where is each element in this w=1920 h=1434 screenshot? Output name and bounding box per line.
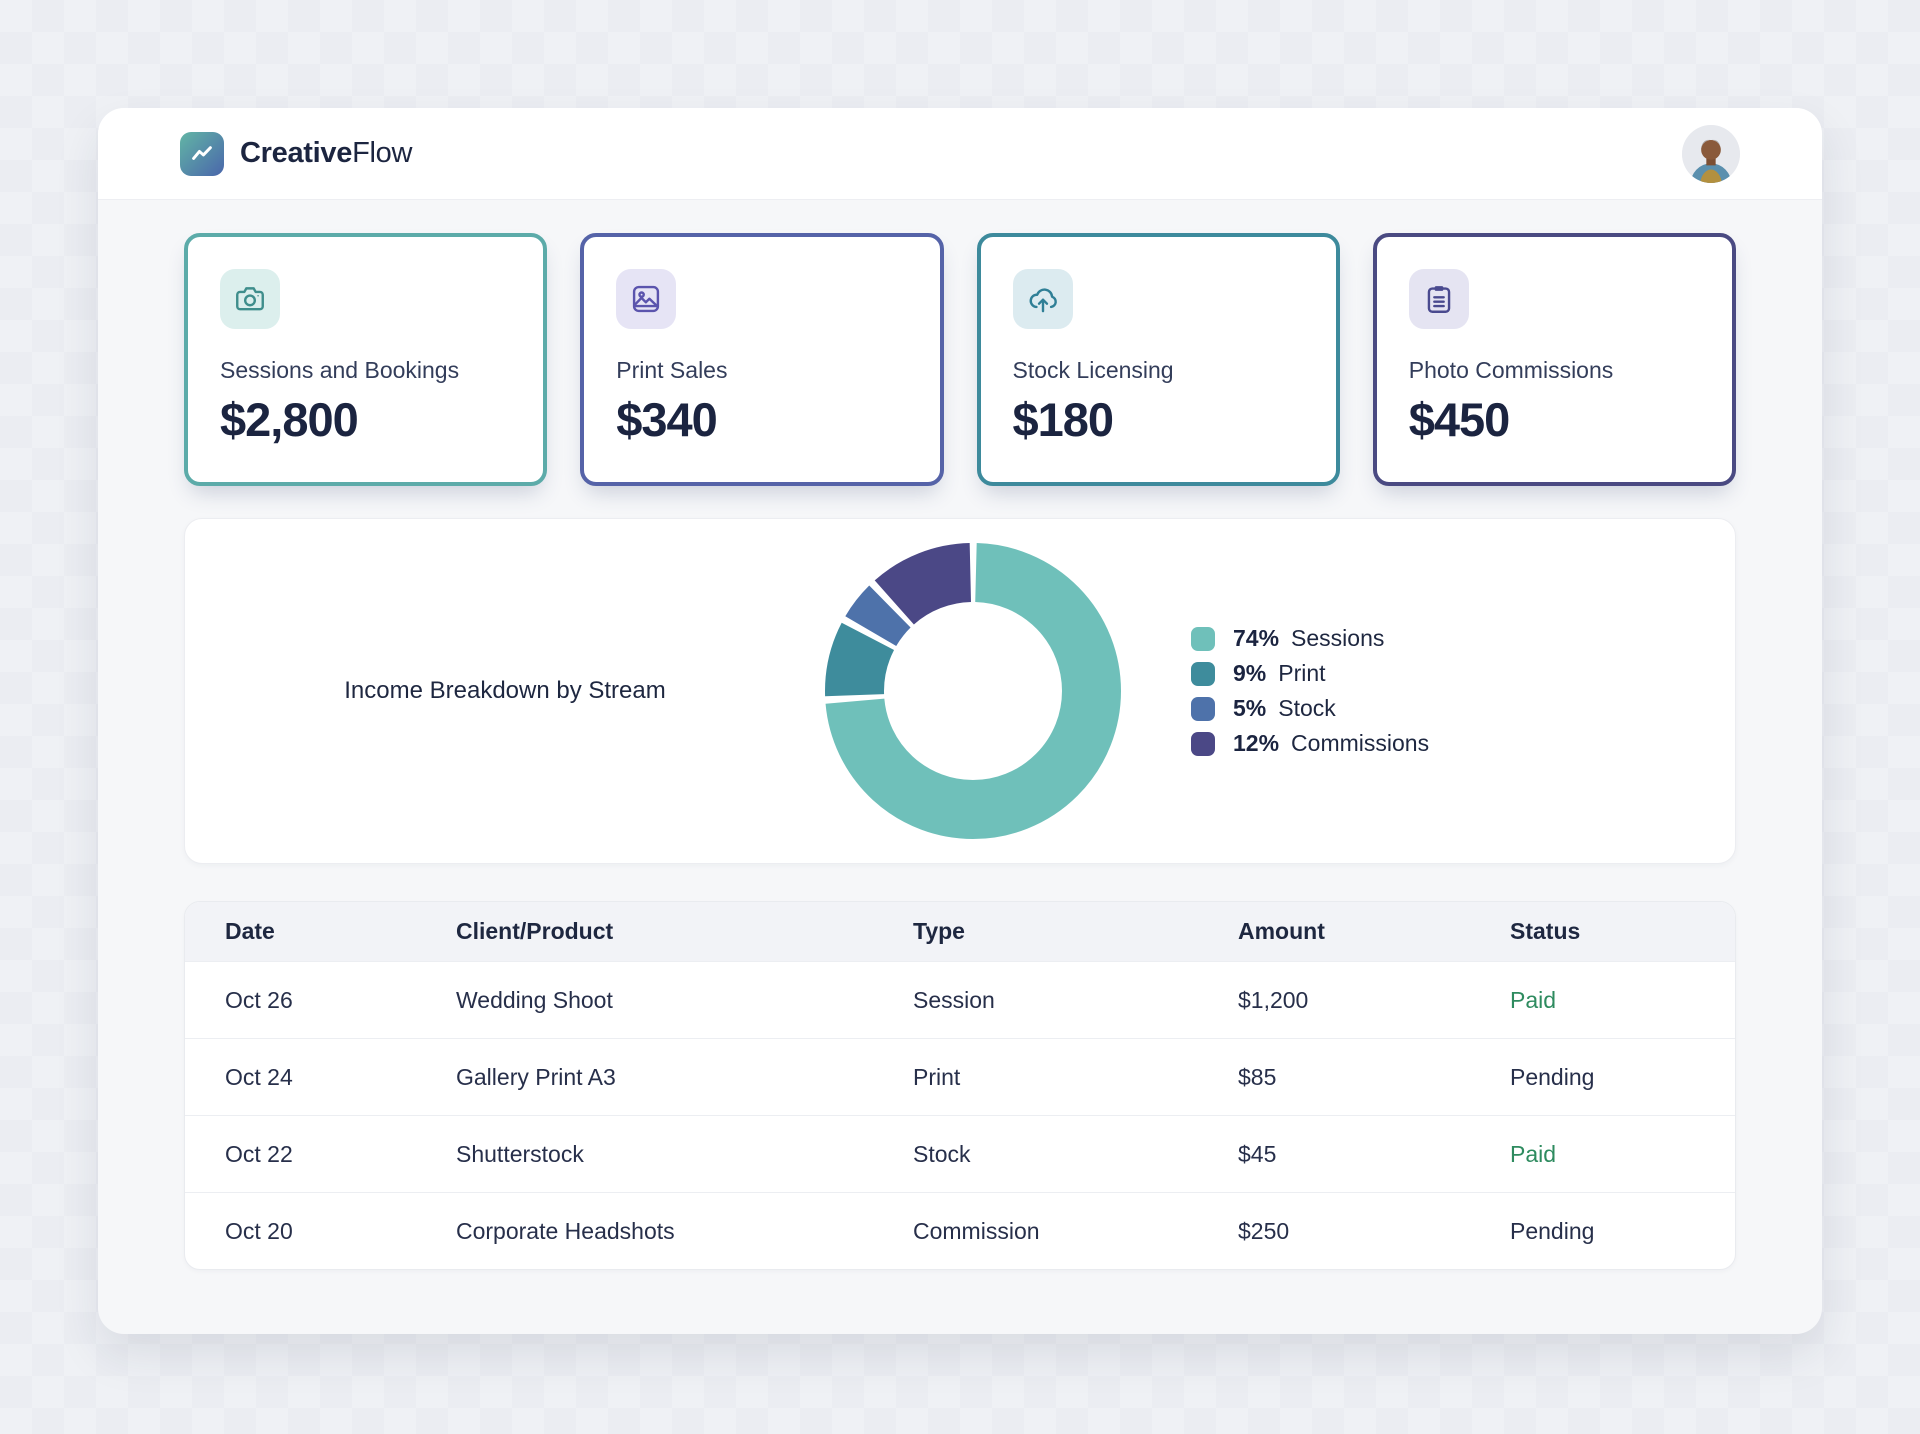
header-cell-date: Date	[225, 918, 275, 944]
income-breakdown-panel: Income Breakdown by Stream 74% Sessions …	[184, 518, 1736, 864]
stat-card-value: $450	[1408, 393, 1511, 446]
status-text: Pending	[1510, 1063, 1595, 1090]
cell-amount: $1,200	[1238, 986, 1309, 1013]
stat-card-photo-commissions: Photo Commissions $450	[1372, 233, 1736, 486]
cell-type: Stock	[913, 1140, 971, 1167]
table-row: Oct 22 Shutterstock Stock $45 Paid	[185, 1115, 1735, 1192]
brand-name: CreativeFlow	[240, 137, 412, 170]
camera-icon	[220, 269, 280, 329]
legend-label: Commissions	[1291, 730, 1430, 756]
legend-item-commissions: 12% Commissions	[1191, 730, 1429, 757]
status-text: Pending	[1510, 1217, 1595, 1244]
table-row: Oct 24 Gallery Print A3 Print $85 Pendin…	[185, 1038, 1735, 1115]
cell-client-product: Wedding Shoot	[456, 986, 613, 1013]
trend-line-icon	[188, 140, 216, 168]
stat-card-stock-licensing: Stock Licensing $180	[976, 233, 1340, 486]
legend-percent: 12%	[1233, 730, 1280, 756]
stat-card-print-sales: Print Sales $340	[580, 233, 944, 486]
legend-item-print: 9% Print	[1191, 660, 1429, 687]
user-avatar[interactable]	[1682, 124, 1740, 183]
cell-client-product: Gallery Print A3	[456, 1063, 616, 1090]
cell-client-product: Corporate Headshots	[456, 1217, 675, 1244]
cell-date: Oct 26	[225, 986, 293, 1013]
cell-amount: $250	[1238, 1217, 1290, 1244]
legend-swatch-print	[1191, 661, 1215, 686]
cell-type: Commission	[913, 1217, 1040, 1244]
legend-label: Stock	[1278, 695, 1336, 721]
legend-label: Sessions	[1291, 625, 1385, 651]
image-icon	[616, 269, 677, 329]
header-cell-amount: Amount	[1238, 918, 1325, 944]
legend-percent: 5%	[1233, 695, 1267, 721]
stat-card-label: Stock Licensing	[1012, 357, 1174, 383]
stat-card-value: $2,800	[220, 393, 359, 446]
brand-logo	[180, 131, 224, 176]
stat-card-label: Photo Commissions	[1408, 357, 1614, 383]
stat-card-value: $340	[616, 393, 718, 446]
stat-cards-row: Sessions and Bookings $2,800 Print Sales…	[184, 233, 1736, 486]
status-text: Paid	[1510, 1140, 1557, 1167]
donut-chart	[825, 543, 1121, 839]
cell-client-product: Shutterstock	[456, 1140, 584, 1167]
transactions-table: Date Client/Product Type Amount Status O…	[184, 901, 1736, 1270]
chart-legend: 74% Sessions 9% Print 5% Stock 12% Commi…	[1191, 617, 1429, 765]
table-row: Oct 20 Corporate Headshots Commission $2…	[185, 1192, 1735, 1269]
legend-item-sessions: 74% Sessions	[1191, 625, 1429, 652]
stat-card-sessions: Sessions and Bookings $2,800	[184, 233, 548, 486]
legend-swatch-stock	[1191, 696, 1215, 721]
main-panel: CreativeFlow	[98, 108, 1822, 1334]
legend-percent: 74%	[1233, 625, 1280, 651]
cell-date: Oct 22	[225, 1140, 293, 1167]
stat-card-value: $180	[1012, 393, 1115, 446]
cell-amount: $45	[1238, 1140, 1277, 1167]
cell-date: Oct 20	[225, 1217, 293, 1244]
header-cell-type: Type	[913, 918, 965, 944]
dashboard-content: Sessions and Bookings $2,800 Print Sales…	[98, 200, 1822, 1270]
brand-name-light: Flow	[352, 137, 413, 169]
cloud-upload-icon	[1012, 269, 1073, 329]
stat-card-label: Sessions and Bookings	[220, 357, 460, 383]
table-header-row: Date Client/Product Type Amount Status	[185, 902, 1735, 961]
app-header: CreativeFlow	[98, 108, 1822, 200]
cell-type: Session	[913, 986, 995, 1013]
status-text: Paid	[1510, 986, 1557, 1013]
stat-card-label: Print Sales	[616, 357, 728, 383]
legend-swatch-sessions	[1191, 626, 1215, 651]
legend-swatch-commissions	[1191, 731, 1215, 756]
table-row: Oct 26 Wedding Shoot Session $1,200 Paid	[185, 961, 1735, 1038]
cell-amount: $85	[1238, 1063, 1277, 1090]
cell-type: Print	[913, 1063, 961, 1090]
legend-percent: 9%	[1233, 660, 1267, 686]
legend-item-stock: 5% Stock	[1191, 695, 1429, 722]
chart-title: Income Breakdown by Stream	[344, 677, 666, 704]
clipboard-icon	[1408, 269, 1469, 329]
cell-date: Oct 24	[225, 1063, 293, 1090]
header-cell-client-product: Client/Product	[456, 918, 614, 944]
brand-name-bold: Creative	[240, 137, 353, 169]
legend-label: Print	[1278, 660, 1326, 686]
header-cell-status: Status	[1510, 918, 1581, 944]
